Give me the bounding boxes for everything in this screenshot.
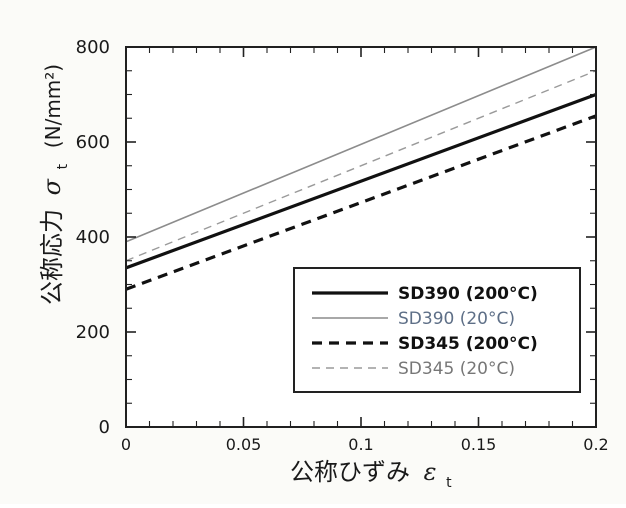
legend-label-4: SD345 (20°C) [398,359,515,379]
x-axis-title: 公称ひずみ ε t [290,458,452,491]
series-layer [125,46,597,291]
plot-frame [125,46,597,428]
y-tick-label: 800 [76,37,110,58]
legend: SD390 (200°C) SD390 (20°C) SD345 (200°C) SD… [293,267,581,393]
y-axis-title: 公称応力 σ t (N/mm²) [38,64,73,305]
axes: 0 0.05 0.1 0.15 0.2 0 200 400 600 800 [76,37,609,454]
x-axis-symbol: ε [424,458,437,486]
y-axis-title-group: 公称応力 σ t (N/mm²) [38,64,73,305]
x-tick-label: 0.1 [348,435,373,454]
legend-label-1: SD390 (200°C) [398,284,538,304]
y-tick-label: 0 [99,417,110,438]
x-tick-label: 0.2 [583,435,608,454]
legend-box [293,267,581,393]
x-tick-label: 0 [121,435,131,454]
x-axis-label: 公称ひずみ [290,458,410,486]
x-tick-label: 0.05 [226,435,262,454]
series-line-2 [125,46,597,243]
y-axis-subscript: t [55,163,71,169]
y-axis-unit: (N/mm²) [41,64,65,148]
series-line-1 [125,92,597,270]
y-tick-label: 200 [76,322,110,343]
x-axis-subscript: t [446,475,452,491]
legend-label-2: SD390 (20°C) [398,309,515,329]
series-line-4 [125,70,597,262]
y-tick-label: 600 [76,132,110,153]
series-line-3 [125,114,597,291]
legend-label-3: SD345 (200°C) [398,334,538,354]
y-tick-label: 400 [76,227,110,248]
y-axis-symbol: σ [38,178,66,195]
x-tick-label: 0.15 [461,435,497,454]
y-axis-label: 公称応力 [38,209,66,305]
